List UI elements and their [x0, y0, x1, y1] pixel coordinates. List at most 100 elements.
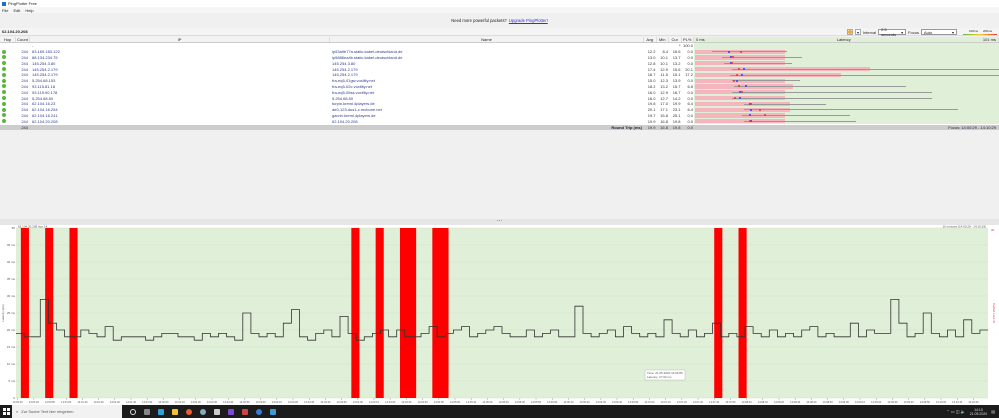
firefox-icon[interactable]	[186, 408, 192, 415]
pause-button[interactable]	[846, 29, 853, 35]
latency-range	[744, 103, 826, 105]
cortana-icon[interactable]	[130, 408, 136, 415]
calculator-icon[interactable]	[214, 408, 220, 415]
focus-select[interactable]: Auto ▾	[921, 29, 957, 35]
latency-graph-cell	[694, 106, 999, 113]
hop-status-icon	[2, 84, 6, 89]
min-cell: 12.9	[660, 89, 668, 95]
table-row[interactable]: 14 244 62.104.20.208 62.104.20.208 19.9 …	[0, 118, 999, 125]
col-cur[interactable]: Cur	[669, 37, 682, 42]
cur-marker	[733, 96, 736, 99]
hop-cell: 2	[0, 49, 16, 54]
avg-marker	[749, 114, 752, 117]
hop-cell: 6	[0, 72, 16, 77]
avg-marker	[736, 79, 738, 82]
cur-cell: 19.8	[672, 118, 681, 124]
x-tick-label: 14:10:20	[968, 400, 979, 404]
x-tick-label: 14:03:00	[256, 400, 267, 404]
pl-cell: 6.8	[687, 83, 693, 89]
cur-marker	[749, 102, 752, 105]
target-bar[interactable]: 62.104.20.208	[0, 28, 999, 36]
x-tick-label: 14:01:20	[94, 400, 105, 404]
table-row[interactable]: 4 244 145.254.3.80 145.254.3.80 12.8 10.…	[0, 60, 999, 67]
scale-200: 200ms	[983, 29, 993, 33]
count-cell: 244	[21, 112, 28, 118]
explorer-icon[interactable]	[172, 408, 178, 415]
latency-chart[interactable]: 0 5 ms 10 ms 15 ms 20 ms 25 ms 30 ms 35 ms 40 ms…	[0, 225, 999, 405]
x-tick-label: 14:06:50	[628, 400, 639, 404]
windows-start-icon[interactable]	[3, 408, 10, 415]
app-icon[interactable]	[242, 408, 248, 415]
taskbar-search[interactable]: ⌕ Zur Suche Text hier eingeben	[12, 405, 122, 418]
col-pl[interactable]: PL%	[682, 37, 694, 42]
col-latency[interactable]: 0 ms Latency 101 ms	[694, 37, 999, 42]
menu-file[interactable]: File	[2, 7, 9, 13]
x-tick-label: 14:01:50	[142, 400, 153, 404]
col-name[interactable]: Name	[330, 37, 644, 42]
x-tick-label: 14:05:50	[531, 400, 542, 404]
x-tick-label: 14:05:10	[466, 400, 477, 404]
name-cell: 145.254.2.179	[332, 66, 358, 72]
cur-cell: 15.6	[672, 66, 681, 72]
x-tick-label: 14:08:10	[758, 400, 769, 404]
x-tick-label: 14:09:30	[887, 400, 898, 404]
col-hop[interactable]: Hop	[0, 37, 16, 42]
task-view-icon[interactable]	[144, 408, 150, 415]
table-row[interactable]: 6 244 145.254.2.179 145.254.2.179 16.7 1…	[0, 71, 999, 78]
dropdown-button[interactable]: ▾	[854, 29, 861, 35]
x-tick-label: 14:01:00	[61, 400, 72, 404]
table-row[interactable]: 7 244 5.254.68.153 fra-eq5-01gw.voxility…	[0, 77, 999, 84]
table-row[interactable]: 12 244 62.104.16.254 ae0-123.dus1-c.mcbo…	[0, 106, 999, 113]
cur-cell: 19.9	[672, 101, 681, 107]
table-row[interactable]: 11 244 62.104.16.23 turpin.kreml.4player…	[0, 100, 999, 107]
interval-select[interactable]: 2.5 seconds ▾	[878, 27, 907, 37]
ip-cell: 5.254.68.50	[32, 95, 54, 101]
app-icon[interactable]	[228, 408, 234, 415]
splitter-handle[interactable]: ···	[0, 218, 999, 225]
x-tick-label: 14:06:00	[547, 400, 558, 404]
table-row[interactable]: 3 244 88.134.234.75 ip5886ea4b.static.ka…	[0, 54, 999, 61]
ip-cell: 83.169.183.122	[32, 49, 60, 55]
table-row[interactable]: 5 244 145.254.2.179 145.254.2.179 17.4 1…	[0, 66, 999, 72]
avg-marker	[730, 56, 733, 59]
x-tick-label: 14:09:00	[839, 400, 850, 404]
pingplotter-taskbar-icon[interactable]	[270, 408, 276, 415]
menu-edit[interactable]: Edit	[13, 7, 21, 13]
x-tick-label: 14:03:10	[272, 400, 283, 404]
min-cell: 10.1	[660, 60, 668, 66]
x-tick-label: 14:00:50	[45, 400, 56, 404]
packet-loss-bar	[714, 228, 723, 398]
clock[interactable]: 14:10 21.05.2020	[970, 408, 988, 416]
ip-cell: 5.254.68.153	[32, 78, 56, 84]
menu-help[interactable]: Help	[25, 7, 34, 13]
col-avg[interactable]: Avg	[644, 37, 657, 42]
table-row[interactable]: 10 244 5.254.68.50 5.254.68.50 16.0 12.7…	[0, 95, 999, 101]
col-min[interactable]: Min	[657, 37, 669, 42]
table-row[interactable]: 13 244 62.104.16.241 garvin.kreml.4playe…	[0, 112, 999, 119]
app-icon[interactable]	[256, 408, 262, 415]
packet-loss-bar	[695, 101, 790, 106]
tray-icons[interactable]: ⌃ ▭ ◫ 🔈	[946, 409, 966, 414]
table-row[interactable]: 2 244 83.169.183.122 ip53a9b77a.static.k…	[0, 48, 999, 55]
upgrade-link[interactable]: Upgrade PingPlotter!	[508, 18, 548, 23]
count-cell: 244	[21, 118, 28, 124]
x-tick-label: 14:03:30	[304, 400, 315, 404]
col-count[interactable]: Count	[16, 37, 30, 42]
chevron-down-icon: ▾	[856, 29, 859, 35]
summary-count: 244	[21, 125, 28, 130]
ip-cell: 62.104.20.208	[32, 118, 58, 124]
edge-icon[interactable]	[158, 408, 164, 415]
hop-status-icon	[2, 107, 6, 112]
table-row[interactable]: 9 244 93.115.90.178 fra-eq5-05ss.voxilit…	[0, 89, 999, 96]
col-ip[interactable]: IP	[30, 37, 330, 42]
table-row[interactable]: 8 244 93.115.81.18 fra-eq5-02c.voxility.…	[0, 83, 999, 90]
latency-range	[732, 80, 800, 82]
target-address[interactable]: 62.104.20.208	[2, 29, 28, 34]
x-tick-label: 14:03:20	[288, 400, 299, 404]
table-row[interactable]: 1 - * 100.0	[0, 43, 999, 49]
app-icon[interactable]	[200, 408, 206, 415]
y-tick-label: 50	[12, 226, 16, 230]
notifications-icon[interactable]: ▤	[991, 409, 995, 414]
y-tick-label: 15 ms	[7, 345, 16, 349]
avg-cell: 15.0	[647, 78, 656, 84]
